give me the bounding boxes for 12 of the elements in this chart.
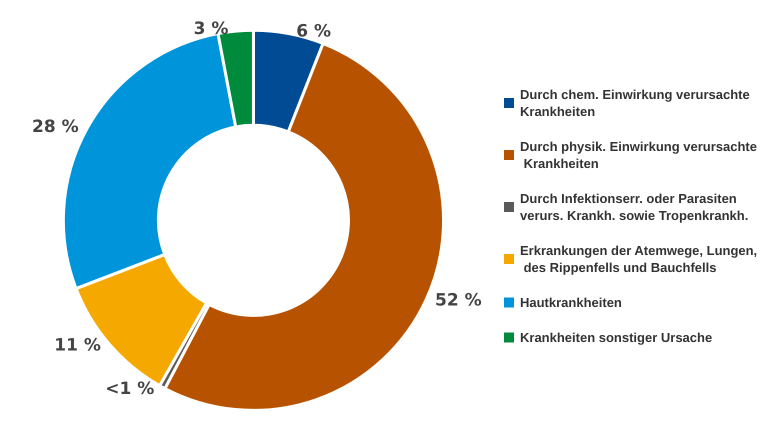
legend-label: Durch chem. Einwirkung verursachte Krankheiten (520, 87, 754, 119)
legend-label: Erkrankungen der Atemwege, Lungen, des Rippenfells und Bauchfells (520, 243, 758, 275)
data-label: 6 % (296, 22, 332, 42)
data-label: 3 % (194, 19, 228, 40)
data-label: 52 % (435, 290, 482, 310)
legend-label: Durch physik. Einwirkung verursachte Krankheiten (520, 139, 757, 171)
data-label: 11 % (54, 336, 101, 356)
legend-label: Durch Infektionserr. oder Parasiten verurs. Krankh. sowie Tropenkrankh. (520, 191, 748, 223)
legend-label: Hautkrankheiten (520, 295, 622, 310)
legend-label: Krankheiten sonstiger Ursache (520, 330, 712, 345)
data-label: <1 % (105, 378, 154, 399)
data-label: 28 % (32, 116, 79, 137)
